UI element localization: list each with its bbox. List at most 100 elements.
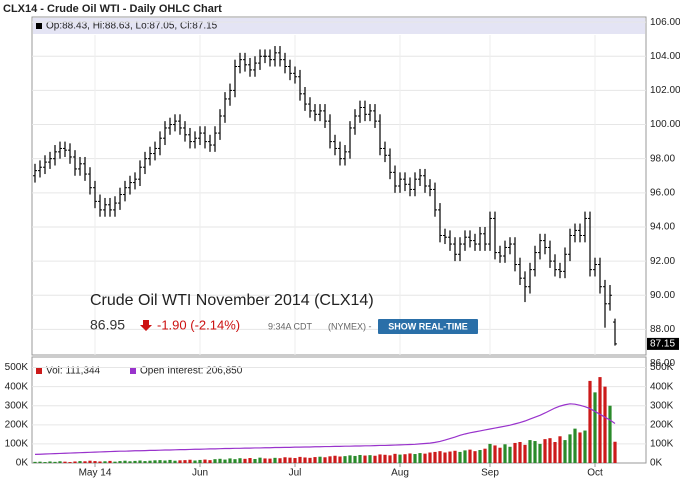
y-tick-label: 92.00 (650, 256, 675, 267)
volume-bar (93, 461, 97, 463)
quote-change: -1.90 (-2.14%) (157, 317, 240, 332)
volume-bar (548, 438, 552, 463)
volume-bar (163, 460, 167, 463)
volume-bar (148, 460, 152, 463)
y-tick-label: 100.00 (650, 119, 680, 130)
volume-bar (78, 461, 82, 463)
volume-bar (348, 455, 352, 463)
y2-tick-label: 500K (650, 362, 674, 373)
legend-label: Vol: 111,344 (46, 366, 101, 377)
quote-exchange: (NYMEX) - (328, 321, 372, 331)
volume-bar (133, 460, 137, 463)
volume-bar (123, 460, 127, 463)
y-tick-label: 0K (16, 458, 29, 469)
volume-bar (588, 380, 592, 463)
y-tick-label: 96.00 (650, 187, 675, 198)
volume-bar (238, 458, 242, 463)
volume-bar (598, 377, 602, 463)
volume-bar (253, 458, 257, 463)
volume-bar (308, 457, 312, 463)
volume-bar (108, 460, 112, 463)
volume-bar (363, 455, 367, 463)
volume-bar (553, 442, 557, 463)
volume-bar (258, 457, 262, 463)
y2-tick-label: 200K (650, 419, 674, 430)
volume-bar (568, 434, 572, 463)
volume-bar (218, 458, 222, 463)
x-tick-label: Jul (289, 468, 302, 479)
volume-bar (73, 461, 77, 463)
volume-bar (53, 461, 57, 463)
y2-tick-label: 300K (650, 400, 674, 411)
volume-bar (303, 457, 307, 463)
volume-bar (228, 458, 232, 463)
volume-bar (193, 460, 197, 463)
volume-bar (313, 457, 317, 463)
quote-time: 9:34A CDT (268, 321, 313, 331)
y-tick-label: 102.00 (650, 85, 680, 96)
legend-strip (33, 358, 645, 376)
volume-bar (413, 454, 417, 463)
volume-bar (423, 453, 427, 463)
volume-bar (393, 453, 397, 463)
volume-bar (578, 432, 582, 463)
volume-bar (483, 448, 487, 463)
volume-bar (433, 451, 437, 463)
volume-bar (448, 451, 452, 463)
volume-bar (468, 449, 472, 463)
volume-bar (158, 460, 162, 463)
volume-bar (403, 454, 407, 463)
volume-bar (513, 442, 517, 463)
volume-bar (498, 447, 502, 463)
volume-bar (408, 453, 412, 463)
y-tick-label: 400K (5, 381, 29, 392)
volume-bar (288, 457, 292, 463)
y-tick-label: 500K (5, 362, 29, 373)
volume-bar (293, 458, 297, 463)
volume-bar (273, 457, 277, 463)
volume-bar (223, 459, 227, 463)
y-tick-label: 104.00 (650, 51, 680, 62)
volume-bar (473, 451, 477, 463)
volume-bar (173, 460, 177, 463)
y-tick-label: 88.00 (650, 324, 675, 335)
volume-bar (233, 459, 237, 463)
last-price-label: 87.15 (650, 339, 675, 350)
realtime-button[interactable] (378, 319, 478, 334)
volume-bar (198, 459, 202, 463)
info-marker (36, 23, 42, 29)
volume-bar (63, 461, 67, 463)
volume-bar (48, 461, 52, 463)
y-tick-label: 90.00 (650, 290, 675, 301)
volume-bar (88, 460, 92, 463)
volume-bar (608, 405, 612, 463)
realtime-button-label[interactable]: SHOW REAL-TIME (388, 321, 468, 331)
x-tick-label: Oct (587, 468, 603, 479)
volume-bar (558, 436, 562, 463)
volume-bar (263, 458, 267, 463)
y2-tick-label: 400K (650, 381, 674, 392)
volume-bar (143, 461, 147, 463)
quote-last: 86.95 (90, 317, 125, 333)
volume-bar (188, 459, 192, 463)
x-tick-label: Jun (192, 468, 208, 479)
volume-bar (418, 453, 422, 463)
volume-bar (388, 455, 392, 463)
volume-bar (38, 461, 42, 463)
price-panel (31, 16, 647, 356)
volume-bar (243, 458, 247, 463)
volume-bar (153, 460, 157, 463)
volume-bar (493, 445, 497, 463)
volume-bar (68, 462, 72, 463)
volume-bar (383, 454, 387, 463)
volume-bar (203, 459, 207, 463)
volume-bar (368, 455, 372, 463)
volume-bar (128, 461, 132, 463)
volume-bar (353, 455, 357, 463)
volume-bar (283, 457, 287, 463)
volume-bar (98, 461, 102, 463)
y-tick-label: 98.00 (650, 153, 675, 164)
y-tick-label: 106.00 (650, 17, 680, 28)
